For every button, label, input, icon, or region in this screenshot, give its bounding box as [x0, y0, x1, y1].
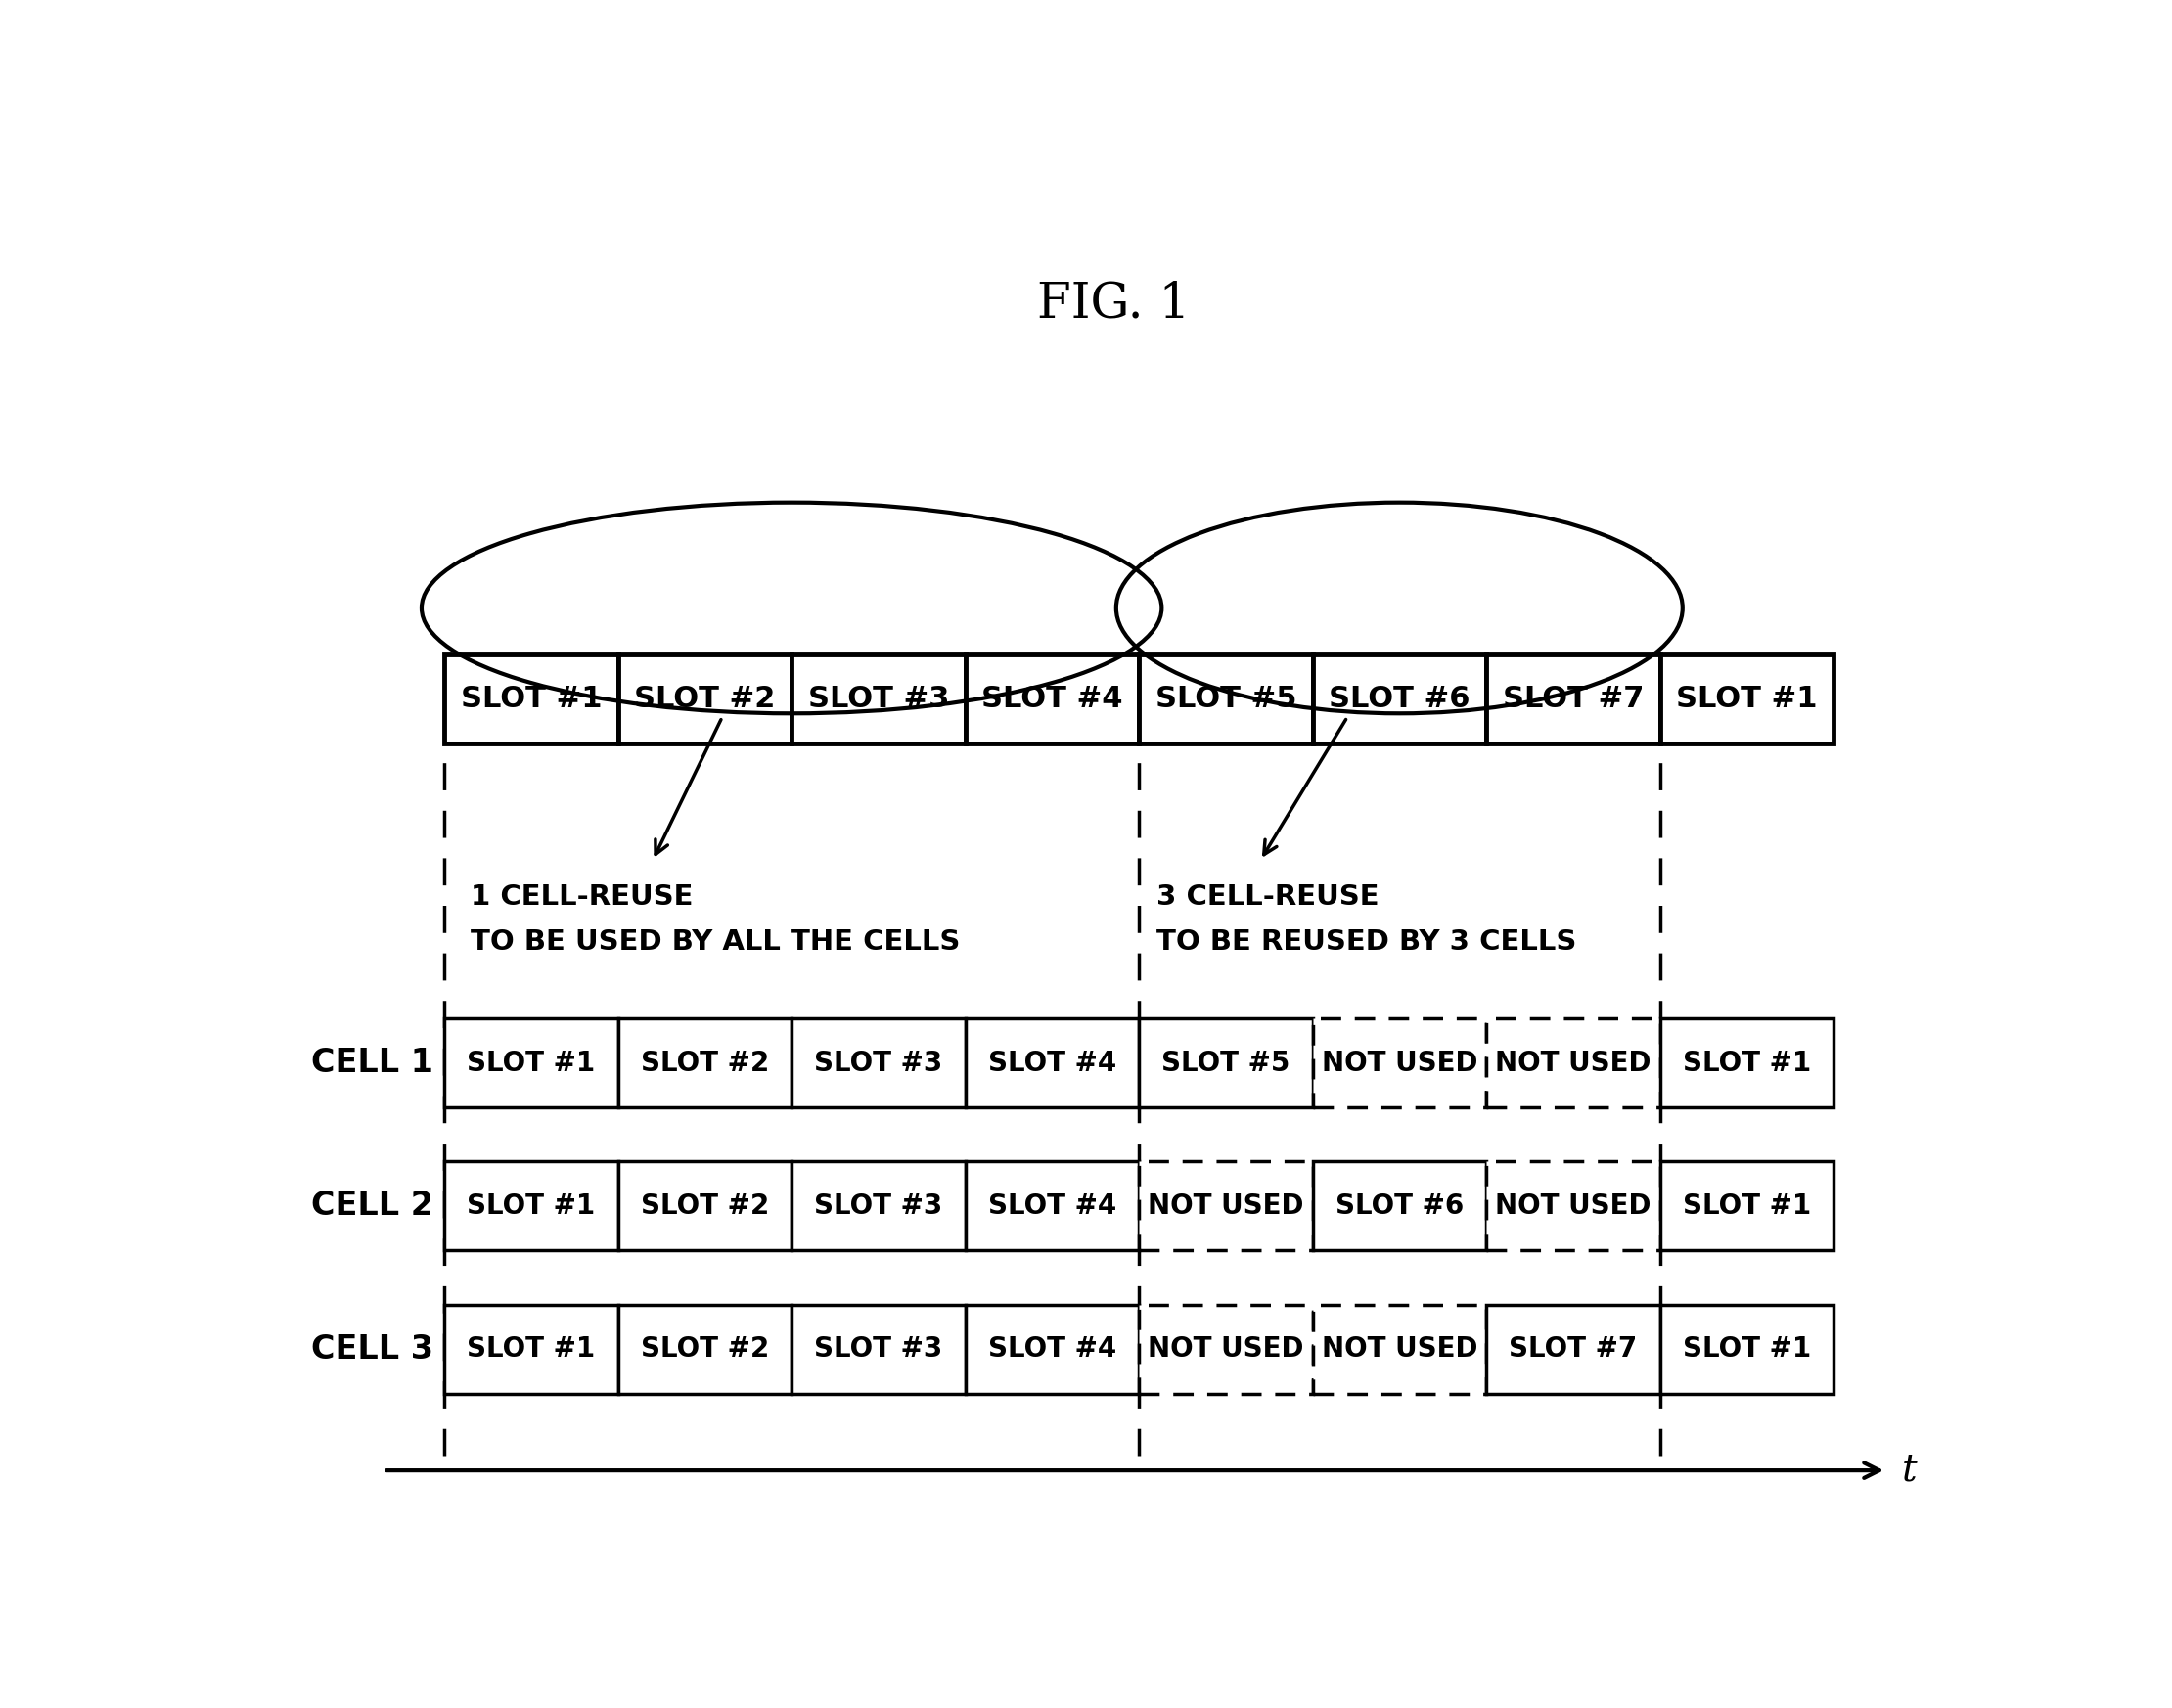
Text: SLOT #2: SLOT #2	[641, 1336, 769, 1363]
Text: NOT USED: NOT USED	[1321, 1049, 1477, 1076]
Bar	[1312, 1161, 1486, 1250]
Bar	[445, 1305, 619, 1394]
Bar	[619, 654, 791, 743]
Bar	[791, 1305, 964, 1394]
Text: NOT USED: NOT USED	[1147, 1192, 1303, 1220]
Bar	[791, 1018, 964, 1107]
Text: NOT USED: NOT USED	[1494, 1049, 1651, 1076]
Text: SLOT #3: SLOT #3	[814, 1336, 943, 1363]
Text: SLOT #4: SLOT #4	[988, 1336, 1116, 1363]
Text: SLOT #1: SLOT #1	[1683, 1192, 1811, 1220]
Bar	[445, 654, 619, 743]
Text: 1 CELL-REUSE: 1 CELL-REUSE	[471, 883, 693, 910]
Bar	[1486, 1161, 1659, 1250]
Bar	[1486, 1305, 1659, 1394]
Text: SLOT #2: SLOT #2	[641, 1192, 769, 1220]
Text: CELL 2: CELL 2	[311, 1190, 432, 1223]
Bar	[1659, 1161, 1833, 1250]
Text: NOT USED: NOT USED	[1321, 1336, 1477, 1363]
Text: SLOT #1: SLOT #1	[467, 1049, 595, 1076]
Bar	[1659, 1018, 1833, 1107]
Bar	[964, 1018, 1138, 1107]
Text: SLOT #1: SLOT #1	[460, 685, 602, 714]
Bar	[1486, 654, 1659, 743]
Text: SLOT #1: SLOT #1	[467, 1336, 595, 1363]
Text: SLOT #3: SLOT #3	[808, 685, 949, 714]
Bar	[1312, 654, 1486, 743]
Text: TO BE USED BY ALL THE CELLS: TO BE USED BY ALL THE CELLS	[471, 927, 960, 955]
Text: t: t	[1903, 1452, 1918, 1488]
Bar	[619, 1018, 791, 1107]
Text: SLOT #4: SLOT #4	[988, 1192, 1116, 1220]
Bar	[445, 1161, 619, 1250]
Bar	[964, 1161, 1138, 1250]
Bar	[1659, 654, 1833, 743]
Text: SLOT #2: SLOT #2	[634, 685, 775, 714]
Text: SLOT #5: SLOT #5	[1162, 1049, 1290, 1076]
Bar	[1138, 1018, 1312, 1107]
Bar	[619, 1161, 791, 1250]
Bar	[1312, 1018, 1486, 1107]
Bar	[1138, 654, 1312, 743]
Bar	[1659, 1305, 1833, 1394]
Text: SLOT #5: SLOT #5	[1156, 685, 1297, 714]
Bar	[1138, 1305, 1312, 1394]
Bar	[791, 1161, 964, 1250]
Text: SLOT #6: SLOT #6	[1336, 1192, 1464, 1220]
Text: SLOT #7: SLOT #7	[1510, 1336, 1638, 1363]
Text: 3 CELL-REUSE: 3 CELL-REUSE	[1156, 883, 1379, 910]
Text: CELL 3: CELL 3	[311, 1332, 432, 1365]
Text: SLOT #1: SLOT #1	[467, 1192, 595, 1220]
Bar	[1312, 1305, 1486, 1394]
Text: SLOT #3: SLOT #3	[814, 1192, 943, 1220]
Text: SLOT #1: SLOT #1	[1677, 685, 1818, 714]
Bar	[1138, 1161, 1312, 1250]
Bar	[791, 654, 964, 743]
Text: TO BE REUSED BY 3 CELLS: TO BE REUSED BY 3 CELLS	[1156, 927, 1577, 955]
Text: SLOT #4: SLOT #4	[988, 1049, 1116, 1076]
Text: CELL 1: CELL 1	[311, 1047, 432, 1079]
Text: SLOT #6: SLOT #6	[1329, 685, 1470, 714]
Text: SLOT #3: SLOT #3	[814, 1049, 943, 1076]
Bar	[445, 1018, 619, 1107]
Bar	[964, 654, 1138, 743]
Text: NOT USED: NOT USED	[1147, 1336, 1303, 1363]
Text: SLOT #7: SLOT #7	[1503, 685, 1644, 714]
Text: SLOT #4: SLOT #4	[982, 685, 1123, 714]
Bar	[964, 1305, 1138, 1394]
Text: FIG. 1: FIG. 1	[1036, 280, 1190, 328]
Text: SLOT #1: SLOT #1	[1683, 1336, 1811, 1363]
Bar	[1486, 1018, 1659, 1107]
Text: NOT USED: NOT USED	[1494, 1192, 1651, 1220]
Bar	[619, 1305, 791, 1394]
Text: SLOT #2: SLOT #2	[641, 1049, 769, 1076]
Text: SLOT #1: SLOT #1	[1683, 1049, 1811, 1076]
